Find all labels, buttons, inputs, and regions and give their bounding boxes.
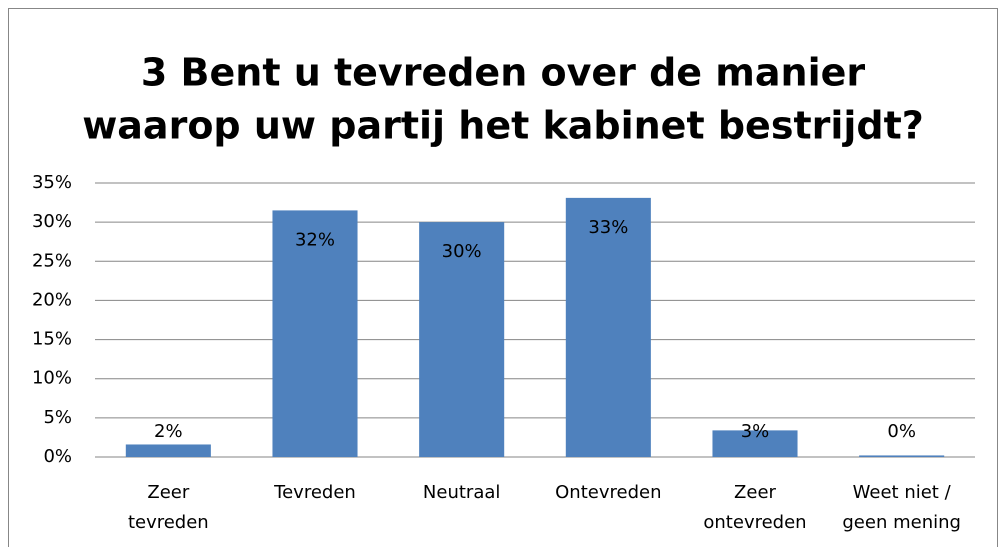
y-tick-label: 20% (32, 289, 72, 310)
x-tick-label: Neutraal (423, 482, 500, 503)
y-tick-label: 35% (32, 172, 72, 193)
bar (272, 210, 358, 457)
data-label: 32% (295, 229, 335, 250)
data-label: 2% (154, 421, 183, 442)
bar (565, 197, 651, 458)
x-tick-label: geen mening (842, 512, 961, 533)
y-tick-label: 15% (32, 329, 72, 350)
x-tick-label: ontevreden (703, 512, 806, 533)
bar (419, 222, 505, 457)
y-tick-label: 25% (32, 250, 72, 271)
bar (712, 430, 798, 457)
data-label: 3% (741, 421, 770, 442)
chart-title: waarop uw partij het kabinet bestrijdt? (82, 104, 924, 148)
x-tick-label: tevreden (128, 512, 209, 533)
y-tick-label: 30% (32, 211, 72, 232)
data-label: 30% (442, 241, 482, 262)
x-tick-label: Zeer (734, 482, 776, 503)
data-label: 0% (887, 421, 916, 442)
chart-title: 3 Bent u tevreden over de manier (141, 51, 866, 95)
x-tick-label: Zeer (147, 482, 189, 503)
bar (859, 455, 945, 457)
bar (125, 444, 211, 457)
y-tick-label: 10% (32, 368, 72, 389)
y-tick-label: 0% (43, 446, 72, 467)
x-tick-label: Tevreden (273, 482, 356, 503)
y-tick-label: 5% (43, 407, 72, 428)
x-tick-label: Weet niet / (853, 482, 952, 503)
data-label: 33% (588, 217, 628, 238)
x-tick-label: Ontevreden (555, 482, 661, 503)
